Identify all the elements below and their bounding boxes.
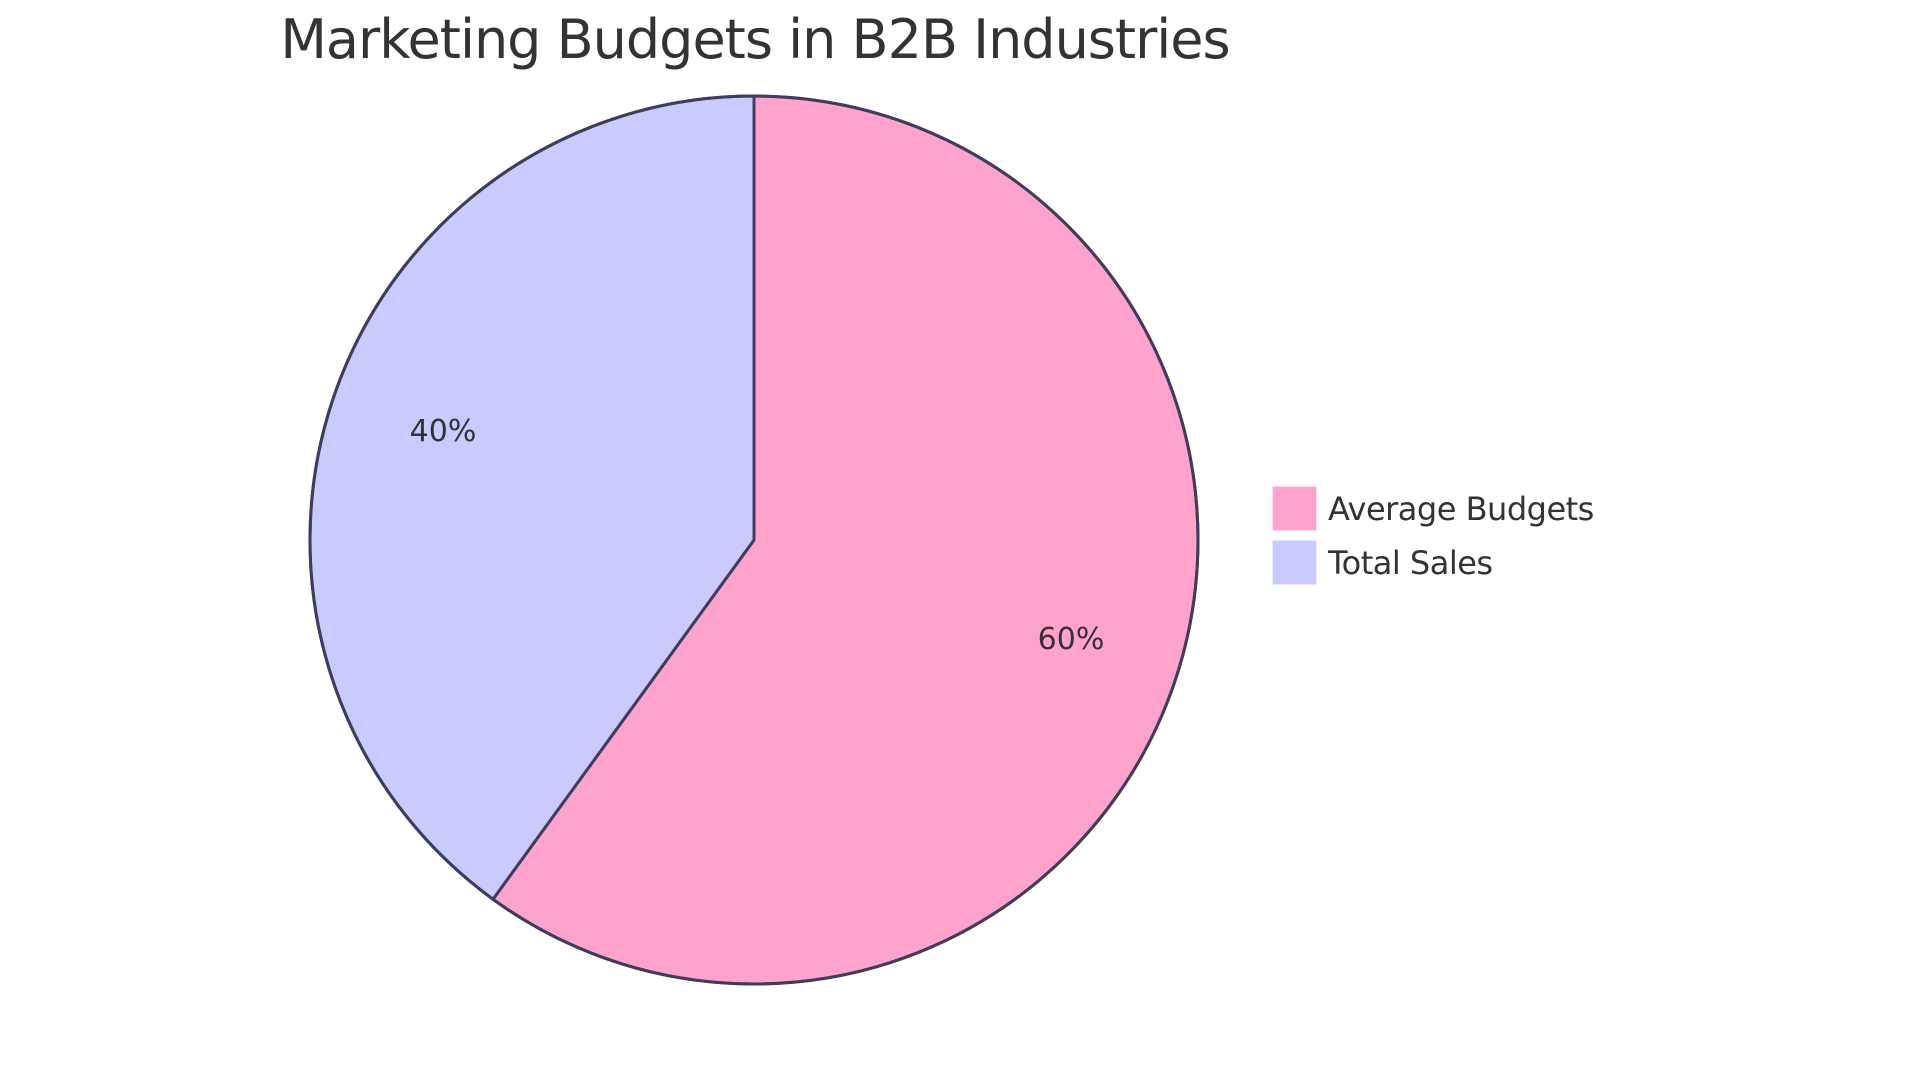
slice-label-total-sales: 40%: [410, 414, 477, 449]
chart-title: Marketing Budgets in B2B Industries: [280, 8, 1230, 71]
pie-outline: [308, 94, 1200, 986]
legend-swatch-pink: [1272, 486, 1317, 531]
legend-item-average-budgets[interactable]: Average Budgets: [1272, 486, 1594, 531]
legend-item-total-sales[interactable]: Total Sales: [1272, 540, 1594, 585]
legend-swatch-lavender: [1272, 540, 1317, 585]
legend: Average Budgets Total Sales: [1272, 486, 1594, 594]
legend-label: Total Sales: [1328, 543, 1493, 582]
slice-label-average-budgets: 60%: [1038, 622, 1105, 657]
legend-label: Average Budgets: [1328, 489, 1594, 528]
